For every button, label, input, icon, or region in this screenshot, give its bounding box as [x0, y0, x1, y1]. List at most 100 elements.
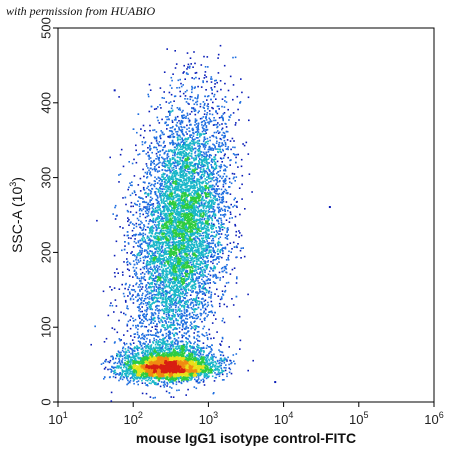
data-point	[126, 264, 129, 266]
data-point	[165, 283, 168, 286]
data-point	[160, 294, 163, 297]
data-point	[198, 163, 200, 166]
data-point	[109, 304, 111, 307]
data-point	[233, 140, 235, 142]
data-point	[197, 193, 200, 196]
data-point	[178, 249, 180, 251]
data-point	[191, 250, 193, 252]
data-point	[167, 231, 170, 233]
data-point	[173, 274, 176, 277]
data-point	[190, 240, 192, 243]
data-point	[147, 202, 149, 205]
data-point	[164, 301, 167, 303]
data-point	[180, 243, 182, 245]
data-point	[166, 309, 168, 311]
data-point	[210, 260, 212, 263]
data-point	[193, 215, 196, 217]
data-point	[197, 123, 200, 125]
data-point	[183, 162, 186, 164]
data-point	[163, 275, 166, 278]
data-point	[202, 210, 204, 212]
data-point	[182, 245, 185, 248]
data-point	[158, 220, 161, 222]
data-point	[148, 206, 151, 208]
data-point	[164, 169, 167, 172]
data-point	[189, 171, 191, 173]
data-point	[214, 236, 216, 238]
data-point	[201, 270, 203, 272]
data-point	[188, 277, 190, 279]
data-point	[172, 178, 175, 180]
data-point	[193, 175, 196, 178]
data-point	[149, 257, 151, 260]
data-point	[202, 180, 204, 183]
data-point	[231, 217, 233, 219]
data-point	[203, 128, 205, 130]
data-point	[156, 142, 158, 144]
data-point	[189, 289, 192, 292]
data-point	[204, 66, 207, 68]
data-point	[198, 148, 201, 150]
data-point	[174, 192, 176, 194]
data-point	[220, 219, 223, 222]
data-point	[136, 256, 138, 258]
data-point	[215, 226, 217, 229]
data-point	[190, 307, 193, 309]
data-point	[187, 245, 190, 248]
data-point	[137, 292, 139, 295]
data-point	[168, 168, 171, 171]
data-point	[186, 270, 189, 272]
data-point	[186, 89, 188, 92]
data-point	[191, 308, 194, 310]
data-point	[184, 272, 187, 275]
data-point	[199, 271, 202, 273]
data-point	[192, 217, 194, 219]
data-point	[164, 217, 167, 219]
data-point	[134, 238, 136, 240]
data-point	[184, 238, 186, 240]
data-point	[185, 72, 188, 75]
data-point	[179, 309, 181, 311]
data-point	[194, 301, 197, 303]
data-point	[191, 88, 193, 91]
data-point	[179, 162, 182, 165]
data-point	[175, 196, 177, 199]
data-point	[186, 240, 189, 242]
data-point	[151, 314, 153, 316]
data-point	[227, 146, 230, 148]
data-point	[184, 95, 187, 97]
data-point	[218, 124, 221, 126]
data-point	[164, 320, 166, 322]
data-point	[146, 165, 148, 167]
data-point	[155, 138, 158, 140]
data-point	[186, 170, 188, 173]
data-point	[241, 183, 243, 186]
data-point	[220, 188, 223, 191]
data-point	[146, 306, 148, 309]
data-point	[185, 259, 188, 262]
data-point	[217, 57, 219, 59]
data-point	[130, 205, 132, 208]
data-point	[234, 225, 237, 227]
data-point	[126, 209, 129, 212]
data-point	[201, 287, 203, 290]
data-point	[241, 174, 244, 177]
data-point	[160, 144, 162, 147]
data-point	[165, 311, 168, 313]
data-point	[139, 215, 141, 218]
data-point	[150, 286, 152, 288]
data-point	[180, 121, 182, 123]
data-point	[176, 159, 178, 162]
data-point	[173, 162, 176, 165]
data-point	[223, 303, 226, 306]
data-point	[153, 297, 156, 300]
data-point	[162, 300, 165, 303]
data-point	[180, 131, 183, 133]
data-point	[221, 200, 223, 202]
data-point	[189, 124, 191, 126]
data-point	[225, 130, 228, 133]
data-point	[134, 191, 136, 194]
data-point	[191, 164, 194, 167]
data-point	[178, 231, 180, 233]
data-point	[200, 234, 202, 237]
